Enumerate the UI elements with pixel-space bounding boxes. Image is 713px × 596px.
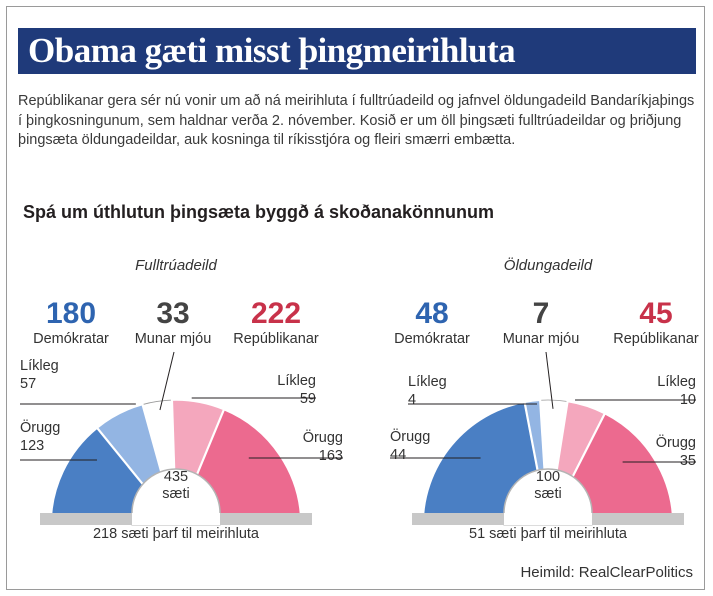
house-total-value: 435 (164, 469, 188, 485)
senate-headline-label-2: Repúblikanar (613, 331, 699, 347)
house-headline-value-2: 222 (251, 297, 301, 330)
senate-segment-value-0: 44 (390, 447, 406, 463)
house-headline-label-1: Munar mjóu (135, 331, 212, 347)
house-tossup-leader (159, 351, 175, 411)
senate-headline-value-0: 48 (415, 297, 448, 330)
senate-majority-note: 51 sæti þarf til meirihluta (469, 526, 628, 542)
house-headline-label-0: Demókratar (33, 331, 109, 347)
house-majority-note: 218 sæti þarf til meirihluta (93, 526, 260, 542)
house-hub-cover (132, 469, 220, 525)
house-headline-label-2: Repúblikanar (233, 331, 319, 347)
senate-segment-label-4: Örugg (656, 433, 696, 451)
senate-total-label: sæti (534, 486, 561, 502)
senate-tossup-leader (545, 351, 554, 409)
house-segment-value-0: 123 (20, 438, 44, 454)
source-note: Heimild: RealClearPolitics (520, 564, 693, 581)
senate-headline-value-1: 7 (533, 297, 550, 330)
house-segment-label-3: Líkleg (277, 373, 316, 389)
senate-headline-label-1: Munar mjóu (503, 331, 580, 347)
house-segment-value-4: 163 (319, 448, 343, 464)
house-segment-label-1: Líkleg (20, 358, 59, 374)
house-chart-title: Fulltrúadeild (135, 257, 217, 274)
intro-text: Repúblikanar gera sér nú vonir um að ná … (18, 93, 695, 148)
house-segment-value-1: 57 (20, 376, 36, 392)
senate-segment-label-0: Örugg (390, 427, 430, 445)
senate-headline-label-0: Demókratar (394, 331, 470, 347)
house-segment-value-3: 59 (300, 391, 316, 407)
senate-segment-label-3: Líkleg (657, 374, 696, 390)
house-total-label: sæti (162, 486, 189, 502)
senate-chart-title: Öldungadeild (504, 256, 593, 274)
senate-hub-cover (504, 469, 592, 525)
house-segment-label-4: Örugg (303, 428, 343, 446)
chart-subtitle: Spá um úthlutun þingsæta byggð á skoðana… (23, 202, 495, 222)
house-segment-label-0: Örugg (20, 418, 60, 436)
senate-segment-value-4: 35 (680, 453, 696, 469)
senate-segment-value-1: 4 (408, 392, 416, 408)
page-title: Obama gæti misst þingmeirihluta (28, 31, 516, 70)
senate-segment-label-1: Líkleg (408, 374, 447, 390)
senate-hub-arc (503, 468, 593, 514)
house-hub-arc (131, 468, 221, 514)
house-headline-value-0: 180 (46, 297, 96, 330)
senate-total-value: 100 (536, 469, 560, 485)
house-headline-value-1: 33 (156, 297, 189, 330)
title-bar: Obama gæti misst þingmeirihluta (18, 28, 696, 74)
senate-headline-value-2: 45 (639, 297, 672, 330)
infographic-frame (6, 6, 705, 590)
